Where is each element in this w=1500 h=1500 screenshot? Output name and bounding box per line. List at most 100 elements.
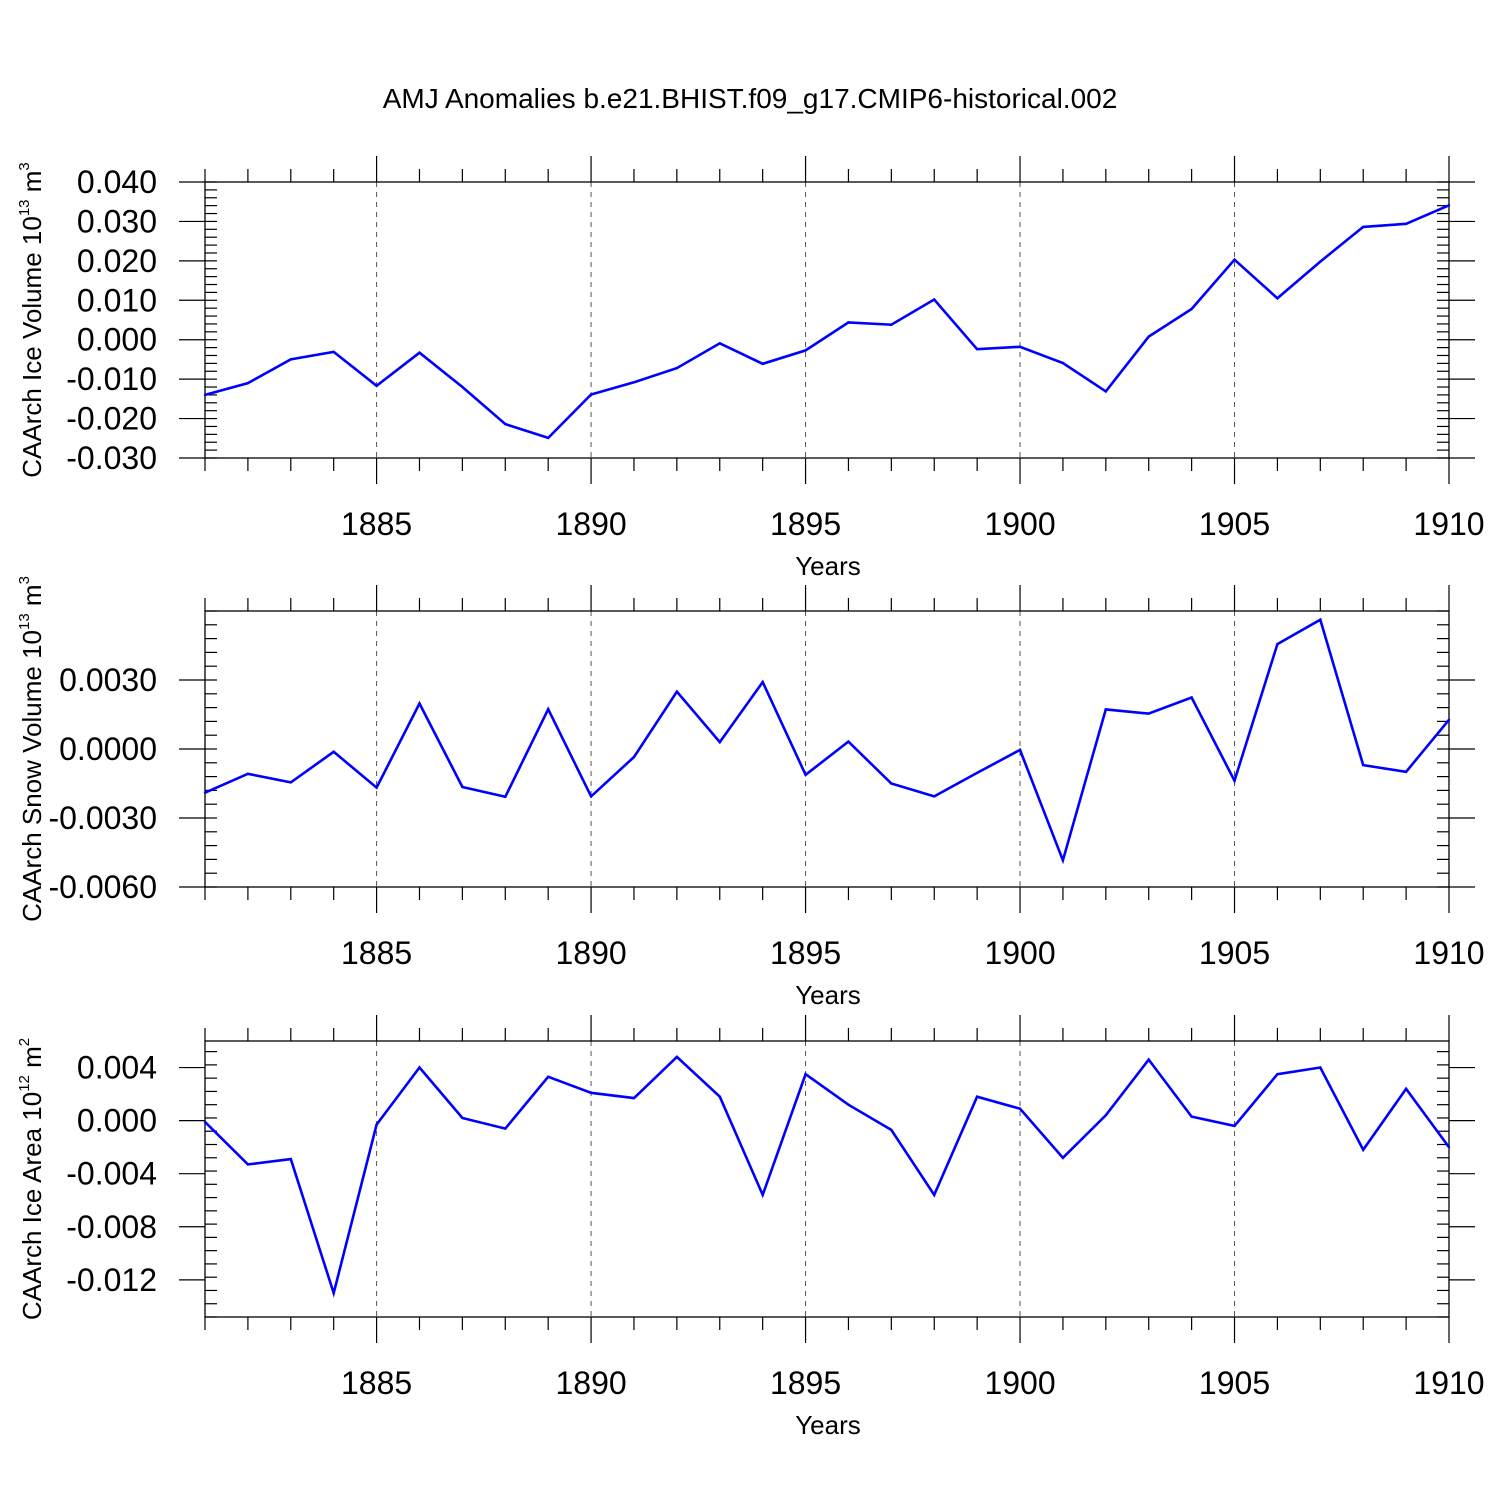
data-point <box>804 1072 807 1076</box>
data-point <box>589 795 593 798</box>
y-tick-label: -0.010 <box>66 361 157 397</box>
data-point <box>289 781 292 784</box>
y-axis-title-unit-exponent: 3 <box>16 576 33 584</box>
data-point <box>975 1095 979 1098</box>
data-point <box>504 422 507 426</box>
x-tick-label: 1910 <box>1413 935 1484 971</box>
x-tick-label: 1885 <box>341 1365 412 1401</box>
data-point <box>890 1128 893 1132</box>
y-axis-title-unit-exponent: 3 <box>16 162 33 170</box>
data-point <box>504 795 507 799</box>
x-tick-label: 1885 <box>341 506 412 542</box>
data-point <box>975 347 979 351</box>
y-axis-title-exponent: 13 <box>16 613 33 630</box>
data-point <box>933 298 936 301</box>
y-axis-title-text: CAArch Ice Volume 10 <box>17 216 47 478</box>
y-axis-title-text: CAArch Snow Volume 10 <box>17 630 47 922</box>
data-point <box>504 1127 507 1130</box>
y-axis-title-unit: m <box>17 584 47 613</box>
data-point <box>632 1096 636 1100</box>
data-point <box>1190 696 1193 699</box>
panel-2: -0.0060 -0.0030 0.0000 0.0030 1885 1890 1895 19… <box>16 576 1485 1010</box>
data-point <box>289 1157 292 1161</box>
data-point <box>1276 297 1279 300</box>
data-point <box>1404 1087 1408 1090</box>
data-point <box>1061 1156 1065 1159</box>
y-tick-label: -0.0030 <box>48 800 157 836</box>
data-point <box>546 436 550 440</box>
data-point <box>246 1163 250 1166</box>
data-point <box>675 1055 679 1059</box>
data-point <box>761 680 764 684</box>
y-tick-label: -0.0060 <box>48 869 157 905</box>
data-point <box>289 358 292 361</box>
data-point <box>933 795 936 798</box>
y-tick-label: 0.040 <box>77 164 157 200</box>
data-point <box>632 381 636 384</box>
data-point <box>1147 712 1150 715</box>
data-point <box>1447 204 1451 207</box>
data-point <box>203 791 207 794</box>
y-tick-label: -0.004 <box>66 1156 157 1192</box>
y-tick-label: 0.004 <box>77 1050 157 1086</box>
data-point <box>1190 1115 1193 1118</box>
series-line <box>204 204 1450 440</box>
data-point <box>375 384 378 388</box>
data-point <box>332 350 335 354</box>
data-point <box>1104 1114 1108 1117</box>
data-point <box>1319 260 1322 263</box>
x-tick-label: 1890 <box>555 935 626 971</box>
data-point <box>1147 1058 1150 1061</box>
x-tick-label: 1910 <box>1413 506 1484 542</box>
y-axis-title-exponent: 13 <box>16 199 33 216</box>
data-point <box>890 323 893 326</box>
x-tick-label: 1895 <box>770 935 841 971</box>
data-point <box>804 773 807 776</box>
data-point <box>375 1123 378 1126</box>
data-point <box>1233 258 1236 261</box>
data-point <box>1362 763 1365 767</box>
y-tick-label: 0.010 <box>77 282 157 318</box>
x-tick-label: 1890 <box>555 506 626 542</box>
data-point <box>975 771 979 775</box>
data-point <box>675 366 679 370</box>
data-point <box>203 393 207 397</box>
data-point <box>1190 307 1193 311</box>
data-point <box>332 1291 335 1295</box>
plot-frame <box>204 181 1450 459</box>
data-point <box>718 342 721 345</box>
plot-frame <box>204 1040 1450 1318</box>
y-tick-label: -0.030 <box>66 440 157 476</box>
data-point <box>1447 1145 1451 1149</box>
data-point <box>761 1193 764 1197</box>
data-point <box>461 785 464 789</box>
data-point <box>461 1116 464 1120</box>
data-point <box>1276 642 1279 646</box>
y-axis-title-text: CAArch Ice Area 10 <box>17 1092 47 1320</box>
data-point <box>847 1103 850 1106</box>
data-point <box>418 351 421 354</box>
data-point <box>804 349 807 352</box>
data-point <box>246 772 250 776</box>
data-point <box>246 381 250 385</box>
y-axis-title-unit-exponent: 2 <box>16 1038 33 1046</box>
data-point <box>675 690 679 693</box>
data-point <box>632 755 636 759</box>
data-point <box>375 786 378 789</box>
y-axis-title-exponent: 12 <box>16 1075 33 1092</box>
y-axis-title-unit: m <box>17 171 47 200</box>
data-point <box>847 321 850 324</box>
data-point <box>418 1066 421 1069</box>
data-point <box>1404 770 1408 773</box>
data-point <box>203 1120 207 1124</box>
data-point <box>1018 1107 1022 1110</box>
series-line <box>204 617 1451 865</box>
data-point <box>890 782 893 785</box>
x-axis-title: Years <box>795 980 861 1010</box>
data-point <box>1104 708 1108 711</box>
x-tick-label: 1905 <box>1199 1365 1270 1401</box>
data-point <box>1362 1148 1365 1152</box>
x-tick-label: 1900 <box>984 506 1055 542</box>
x-tick-label: 1895 <box>770 506 841 542</box>
